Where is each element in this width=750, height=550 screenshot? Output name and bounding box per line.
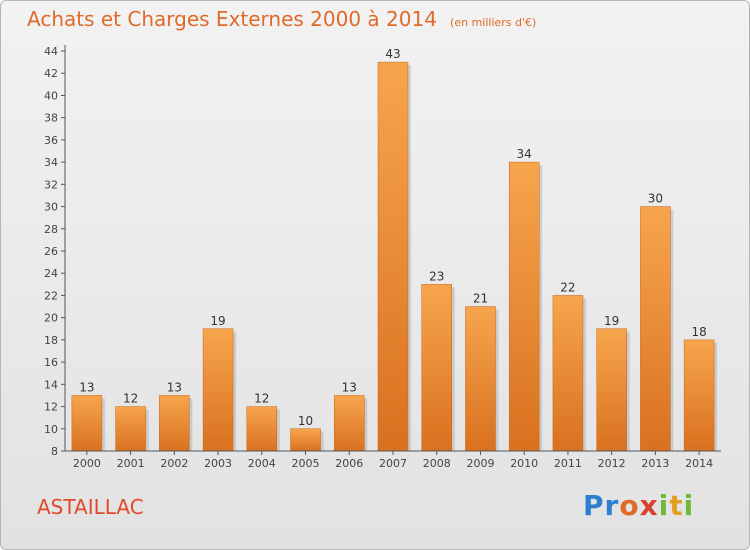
bar-value-label: 12 xyxy=(123,392,138,406)
y-tick-label: 16 xyxy=(44,356,58,369)
x-tick-label: 2001 xyxy=(117,457,145,470)
bar-2008 xyxy=(421,284,452,452)
bar-2004 xyxy=(246,406,278,452)
bar-2010 xyxy=(508,161,540,452)
city-name: ASTAILLAC xyxy=(37,495,144,519)
x-tick-label: 2007 xyxy=(379,457,407,470)
y-tick-label: 40 xyxy=(44,89,58,102)
bar-value-label: 13 xyxy=(79,380,94,394)
bar-value-label: 34 xyxy=(517,147,532,161)
x-tick-label: 2003 xyxy=(204,457,232,470)
y-tick-label: 24 xyxy=(44,267,58,280)
bar-2013 xyxy=(640,206,671,452)
bar-value-label: 19 xyxy=(604,314,619,328)
x-tick-label: 2012 xyxy=(598,457,626,470)
bar-2009 xyxy=(465,306,496,452)
x-axis: 2000 2001 2002 2003 2004 2005 2006 2007 2008 2009… xyxy=(65,450,721,470)
y-tick-label: 20 xyxy=(44,312,58,325)
bar-2000 xyxy=(71,395,103,452)
chart-title: Achats et Charges Externes 2000 à 2014 xyxy=(27,7,437,31)
bar-value-label: 30 xyxy=(648,192,663,206)
y-tick-label: 14 xyxy=(44,378,58,391)
bar-2005 xyxy=(290,428,321,452)
bar-value-label: 12 xyxy=(254,392,269,406)
bar-value-label: 22 xyxy=(560,280,575,294)
x-tick-label: 2010 xyxy=(510,457,538,470)
x-tick-label: 2005 xyxy=(292,457,320,470)
y-tick-label: 30 xyxy=(44,201,58,214)
bar-2002 xyxy=(159,395,190,452)
bar-2012 xyxy=(596,328,627,452)
x-tick-label: 2002 xyxy=(160,457,188,470)
chart-unit: (en milliers d'€) xyxy=(450,16,537,29)
bar-2011 xyxy=(552,295,584,452)
x-tick-label: 2008 xyxy=(423,457,451,470)
y-tick-label: 34 xyxy=(44,156,58,169)
y-tick-label: 22 xyxy=(44,289,58,302)
x-tick-label: 2011 xyxy=(554,457,582,470)
y-tick-label: 10 xyxy=(44,423,58,436)
y-axis: 8 10 12 14 16 18 20 22 24 26 28 30 32 34 36 38 40 42 44 xyxy=(44,45,66,458)
x-tick-label: 2000 xyxy=(73,457,101,470)
chart-title-block: Achats et Charges Externes 2000 à 2014 (… xyxy=(27,7,536,31)
y-tick-label: 18 xyxy=(44,334,58,347)
y-tick-label: 28 xyxy=(44,223,58,236)
y-tick-label: 38 xyxy=(44,112,58,125)
proxiti-logo: Proxiti xyxy=(583,489,695,522)
bar-value-label: 23 xyxy=(429,269,444,283)
bar-2007 xyxy=(377,61,409,452)
bar-2003 xyxy=(202,328,234,452)
x-tick-label: 2014 xyxy=(685,457,713,470)
bar-2014 xyxy=(683,339,715,452)
bar-value-label: 13 xyxy=(342,380,357,394)
x-tick-label: 2013 xyxy=(641,457,669,470)
x-tick-label: 2006 xyxy=(335,457,363,470)
y-tick-label: 12 xyxy=(44,401,58,414)
bar-value-label: 18 xyxy=(691,325,706,339)
x-tick-label: 2009 xyxy=(466,457,494,470)
bar-value-label: 10 xyxy=(298,414,313,428)
x-tick-label: 2004 xyxy=(248,457,276,470)
bar-value-label: 21 xyxy=(473,292,488,306)
bar-value-label: 13 xyxy=(167,380,182,394)
y-tick-label: 32 xyxy=(44,178,58,191)
bars: 13 12 13 19 12 10 13 43 23 21 34 22 19 30 18 xyxy=(71,47,718,452)
y-tick-label: 26 xyxy=(44,245,58,258)
bar-2001 xyxy=(115,406,146,452)
y-tick-label: 8 xyxy=(51,445,58,458)
y-tick-label: 44 xyxy=(44,45,58,58)
bar-value-label: 43 xyxy=(385,47,400,61)
bar-value-label: 19 xyxy=(210,314,225,328)
bar-2006 xyxy=(334,395,365,452)
y-tick-label: 42 xyxy=(44,67,58,80)
y-tick-label: 36 xyxy=(44,134,58,147)
